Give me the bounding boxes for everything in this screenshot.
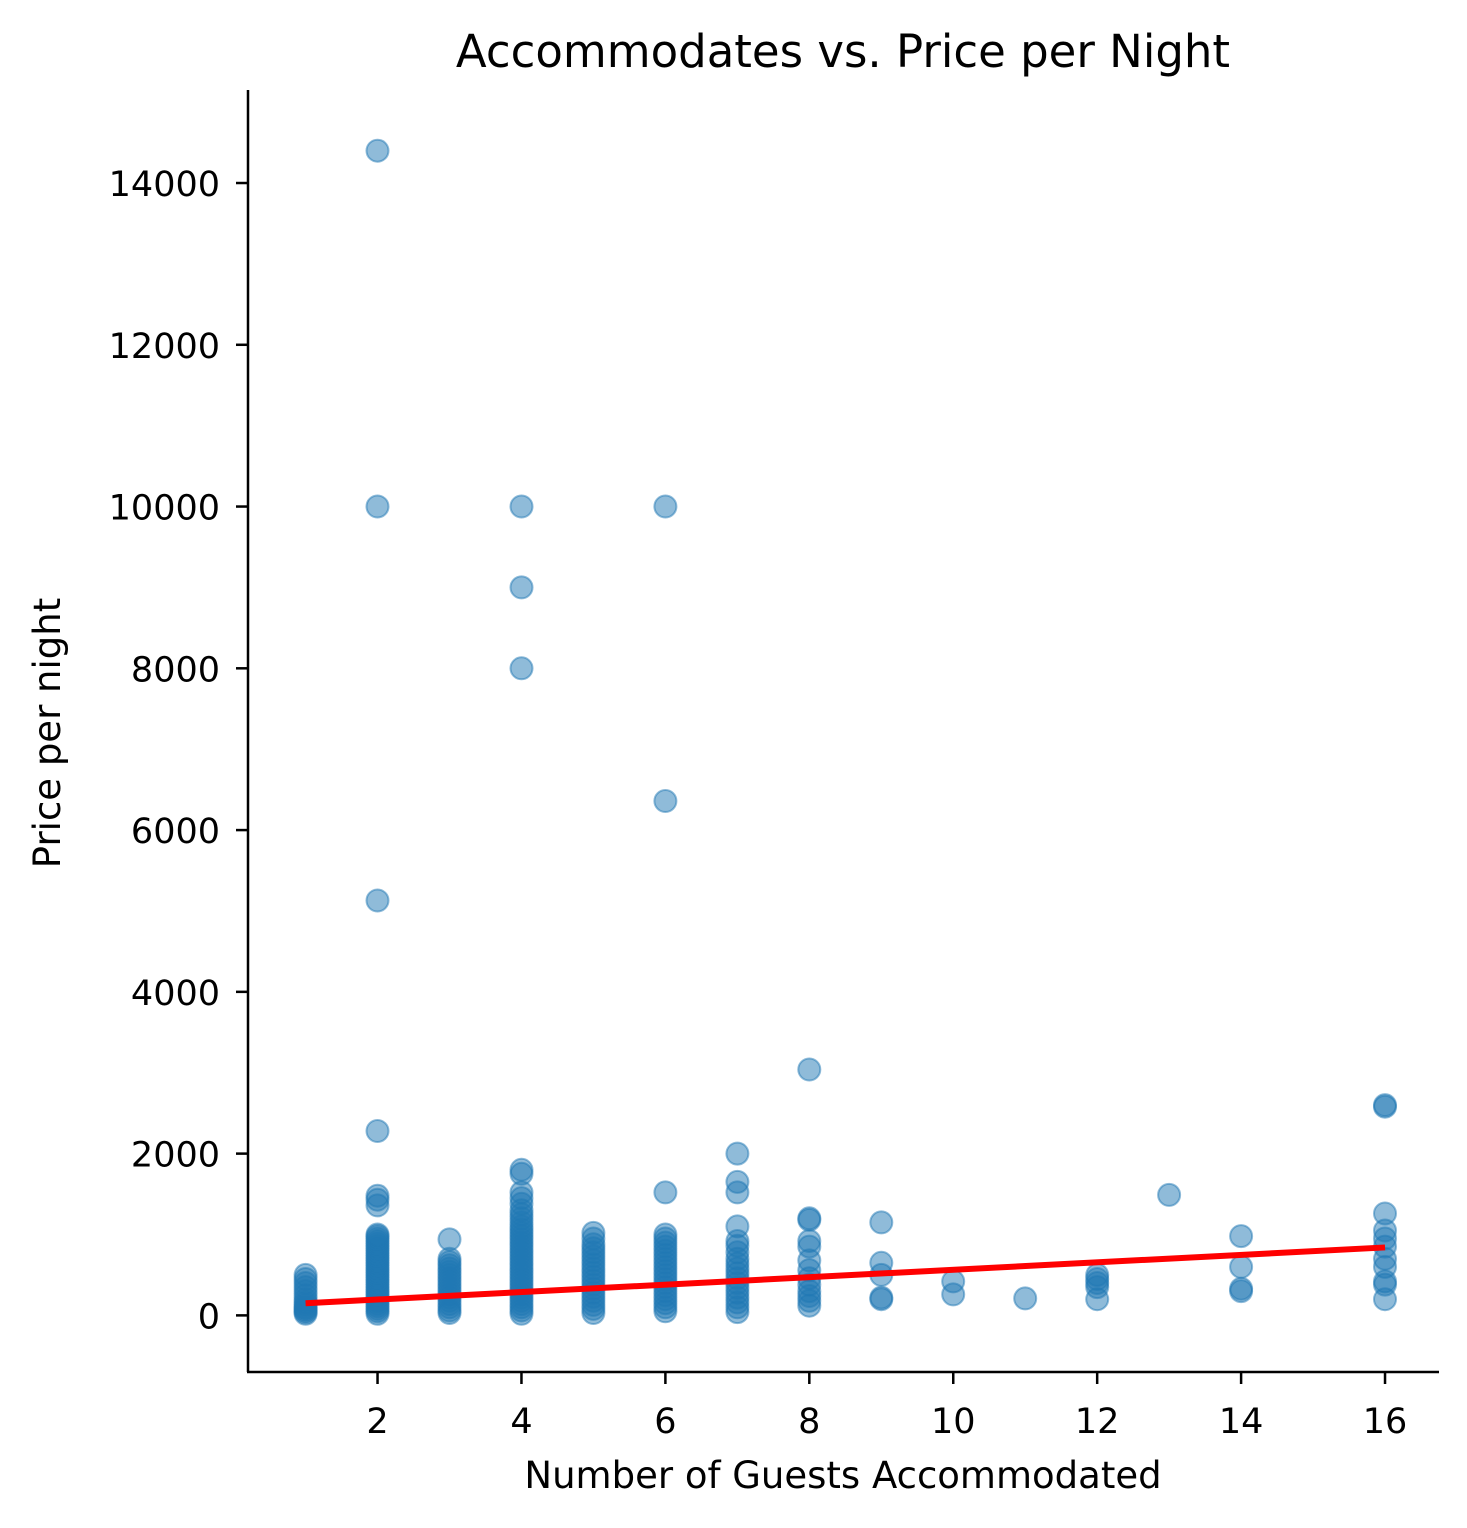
data-point (1157, 1182, 1182, 1207)
data-point (509, 494, 534, 519)
data-point (653, 1180, 678, 1205)
data-point (509, 656, 534, 681)
data-point (365, 1119, 390, 1143)
data-point (1229, 1254, 1254, 1279)
x-axis-ticks: 2 4 6 8 10 12 14 16 (366, 1372, 1407, 1442)
data-point (1085, 1262, 1110, 1287)
data-point (653, 1222, 678, 1247)
x-tick-label: 10 (931, 1402, 976, 1442)
data-point (509, 575, 534, 600)
y-axis-label: Price per night (26, 598, 69, 868)
data-point (1229, 1276, 1254, 1301)
data-point (1373, 1093, 1397, 1118)
data-point (725, 1214, 750, 1239)
regression-line (305, 1244, 1386, 1307)
points-layer (293, 138, 1397, 1326)
x-tick-label: 2 (366, 1402, 388, 1442)
y-tick-label: 4000 (131, 974, 220, 1014)
data-point (725, 1141, 750, 1166)
data-point (437, 1227, 462, 1252)
data-point (941, 1269, 966, 1294)
data-point (725, 1169, 750, 1194)
data-point (365, 888, 390, 913)
data-point (869, 1285, 894, 1310)
data-point (581, 1220, 606, 1245)
data-point (653, 789, 678, 813)
data-point (365, 1183, 390, 1208)
y-tick-label: 14000 (109, 165, 220, 205)
data-point (869, 1210, 894, 1235)
x-tick-label: 14 (1219, 1402, 1264, 1442)
y-axis-ticks: 0 2000 4000 6000 8000 10000 12000 14000 (109, 165, 248, 1337)
y-tick-label: 2000 (131, 1136, 220, 1176)
x-tick-label: 12 (1075, 1402, 1120, 1442)
y-tick-label: 10000 (109, 489, 220, 529)
x-tick-label: 16 (1363, 1402, 1408, 1442)
data-point (1229, 1224, 1254, 1249)
y-tick-label: 6000 (131, 812, 220, 852)
data-point (797, 1206, 822, 1231)
data-point (797, 1229, 822, 1253)
data-point (365, 494, 390, 519)
data-point (1013, 1286, 1038, 1311)
data-point (797, 1057, 822, 1082)
data-point (365, 1222, 390, 1247)
x-tick-label: 6 (654, 1402, 676, 1442)
data-point (365, 138, 390, 163)
data-point (509, 1157, 534, 1182)
x-tick-label: 4 (510, 1402, 532, 1442)
x-axis-label: Number of Guests Accommodated (524, 1454, 1161, 1497)
data-point (293, 1262, 318, 1287)
chart-title: Accommodates vs. Price per Night (456, 25, 1230, 78)
y-tick-label: 12000 (109, 327, 220, 367)
y-tick-label: 8000 (131, 650, 220, 690)
data-point (1373, 1201, 1397, 1226)
x-tick-label: 8 (798, 1402, 820, 1442)
y-tick-label: 0 (198, 1297, 220, 1337)
data-point (653, 494, 678, 519)
